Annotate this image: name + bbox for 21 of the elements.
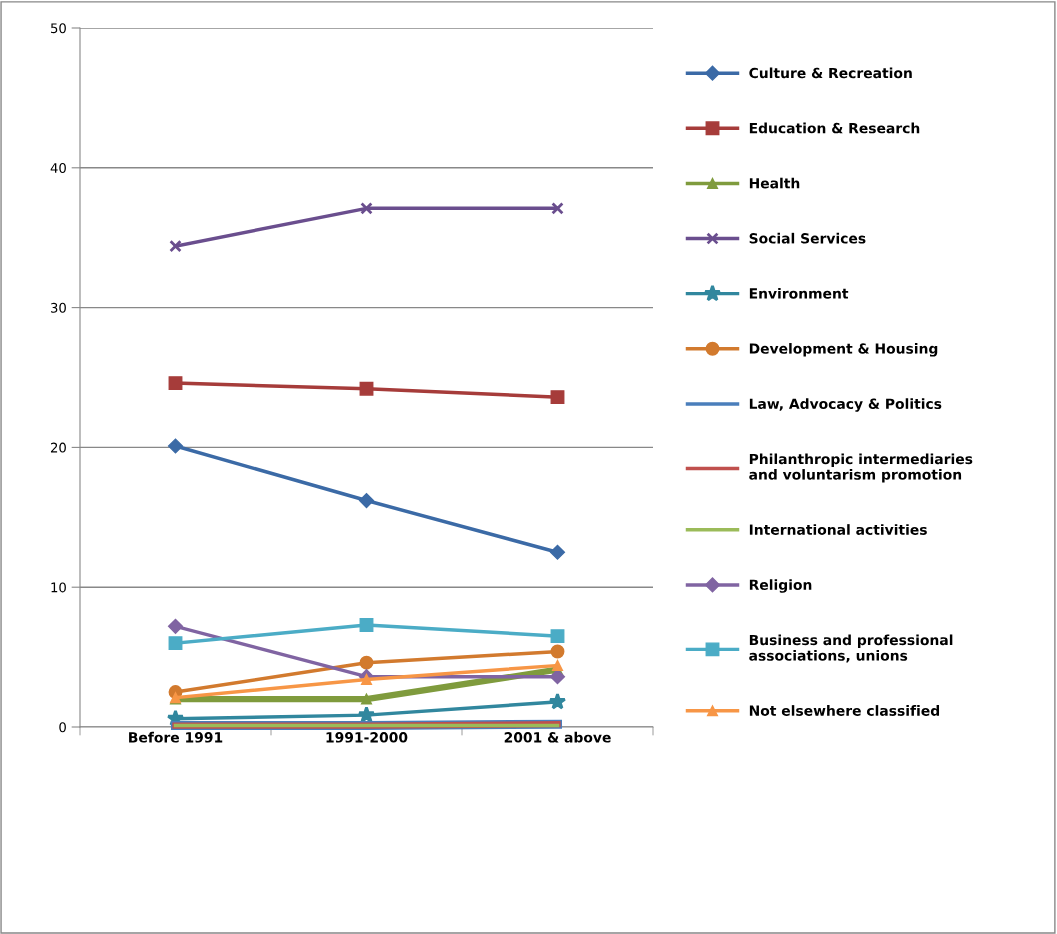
- legend-label: Religion: [749, 579, 812, 593]
- legend-label: Environment: [749, 287, 849, 299]
- legend-label: Education & Research: [749, 122, 920, 134]
- legend-label: Health: [749, 177, 800, 189]
- y-tick-label: 0: [59, 722, 66, 733]
- y-tick-label: 10: [51, 582, 66, 593]
- legend-label: Social Services: [749, 232, 866, 244]
- y-tick-label: 20: [50, 442, 66, 453]
- legend-label: International activities: [749, 524, 927, 535]
- y-tick-label: 30: [51, 302, 66, 313]
- y-tick-label: 50: [51, 23, 66, 34]
- y-tick-label: 40: [50, 163, 66, 173]
- x-tick-label: 1991-2000: [326, 732, 408, 743]
- x-tick-label: Before 1991: [129, 731, 223, 743]
- legend-label: Not elsewhere classified: [749, 705, 940, 716]
- x-tick-label: 2001 & above: [504, 731, 611, 743]
- legend-label: Development & Housing: [749, 343, 938, 357]
- legend-label: Business and professional associations, unions: [749, 634, 953, 663]
- legend-label: Law, Advocacy & Politics: [749, 398, 942, 412]
- legend-label: Culture & Recreation: [749, 67, 912, 79]
- legend-label: Philanthropic intermediaries and voluntarism promotion: [749, 453, 973, 483]
